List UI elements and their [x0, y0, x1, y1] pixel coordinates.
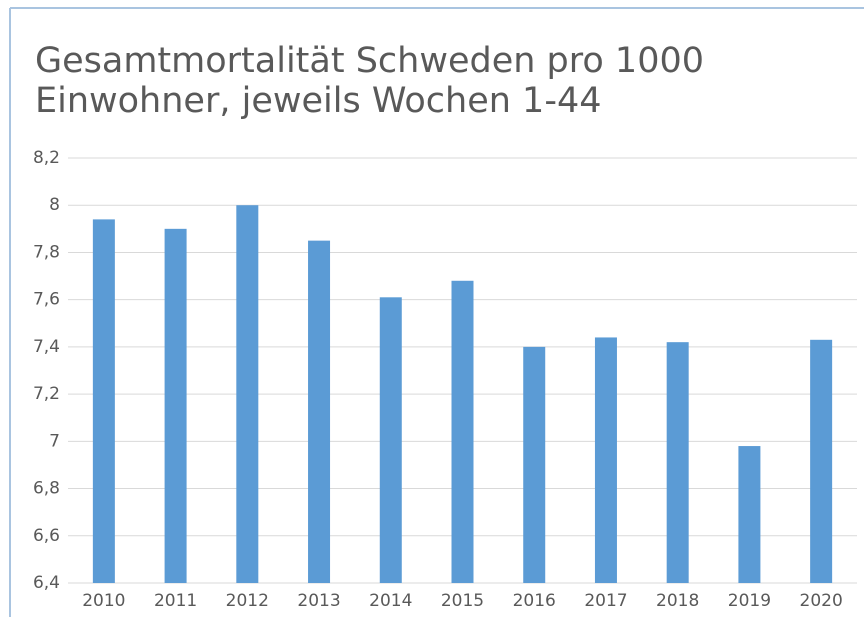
bar: [379, 297, 402, 583]
y-tick-label: 7,4: [33, 337, 60, 357]
bar: [594, 337, 617, 583]
x-tick-label: 2011: [154, 591, 197, 611]
x-tick-label: 2015: [441, 591, 484, 611]
y-tick-label: 6,4: [33, 573, 60, 593]
x-tick-label: 2014: [369, 591, 412, 611]
y-tick-label: 7,6: [33, 290, 60, 310]
x-tick-label: 2013: [297, 591, 340, 611]
bar: [451, 280, 474, 583]
x-tick-label: 2016: [513, 591, 556, 611]
y-tick-label: 7: [49, 431, 60, 451]
bar: [92, 219, 115, 583]
x-tick-label: 2018: [656, 591, 699, 611]
x-tick-label: 2010: [82, 591, 125, 611]
x-tick-label: 2012: [226, 591, 269, 611]
y-tick-label: 6,8: [33, 479, 60, 499]
chart-title: Einwohner, jeweils Wochen 1-44: [35, 81, 602, 121]
y-tick-label: 7,2: [33, 384, 60, 404]
bar: [523, 346, 546, 583]
x-tick-label: 2020: [800, 591, 843, 611]
y-tick-label: 6,6: [33, 526, 60, 546]
y-tick-label: 8,2: [33, 148, 60, 168]
x-tick-label: 2017: [584, 591, 627, 611]
bar: [738, 446, 761, 583]
bar: [164, 228, 187, 584]
bar: [666, 342, 689, 583]
bar: [810, 339, 833, 583]
y-tick-label: 7,8: [33, 242, 60, 262]
y-tick-label: 8: [49, 195, 60, 215]
chart-title: Gesamtmortalität Schweden pro 1000: [35, 41, 704, 81]
x-tick-label: 2019: [728, 591, 771, 611]
bar: [236, 205, 259, 583]
bar: [308, 240, 331, 583]
